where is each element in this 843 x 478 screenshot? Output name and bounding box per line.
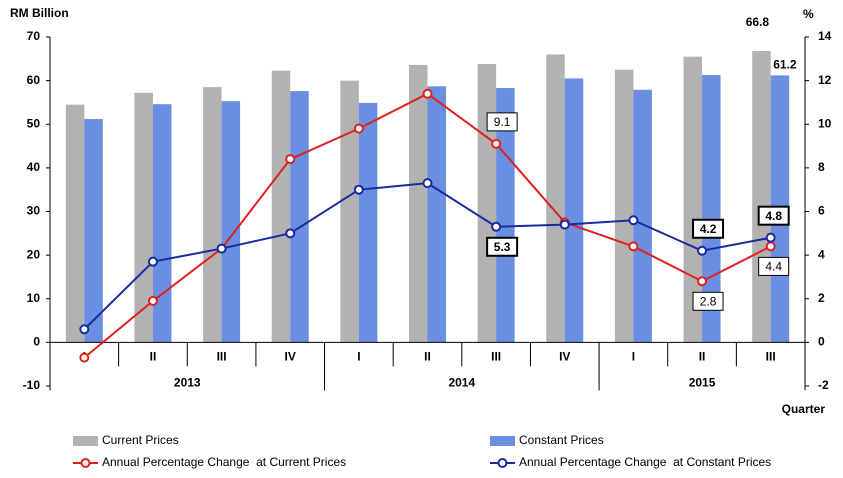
y2-tick-label: 2 <box>818 291 825 305</box>
y-tick-label: 20 <box>27 247 41 261</box>
line-marker <box>628 215 639 226</box>
bar <box>271 70 291 343</box>
bar <box>752 50 771 343</box>
y2-tick-label: 14 <box>818 29 832 43</box>
x-tick-label: I <box>632 350 635 364</box>
x-tick-label: II <box>424 350 431 364</box>
y2-tick-label: 12 <box>818 73 832 87</box>
bar-value-label: 66.8 <box>746 15 770 29</box>
line-marker <box>353 184 364 195</box>
y-tick-label: 50 <box>27 116 41 130</box>
line-value-label: 4.8 <box>765 209 782 223</box>
y-tick-label: 30 <box>27 204 41 218</box>
bar <box>496 88 515 343</box>
bar <box>290 91 309 343</box>
bar <box>152 104 172 343</box>
bar <box>427 86 446 343</box>
line-value-label: 5.3 <box>494 240 511 254</box>
line-marker <box>491 221 502 232</box>
line-marker <box>353 123 364 134</box>
y-tick-label: 10 <box>27 291 41 305</box>
y-tick-label: 70 <box>27 29 41 43</box>
line-value-label: 4.4 <box>765 260 782 274</box>
bar <box>702 74 721 343</box>
line-marker <box>697 245 708 256</box>
y-tick-label: 0 <box>33 335 40 349</box>
bar <box>65 104 85 343</box>
bar <box>683 56 703 343</box>
value-label-box <box>692 291 724 311</box>
bar <box>221 101 241 343</box>
line-marker <box>628 241 639 252</box>
y2-axis-title: % <box>803 7 814 21</box>
line-marker <box>559 219 570 230</box>
y2-tick-label: 6 <box>818 204 825 218</box>
line-value-label: 4.2 <box>700 222 717 236</box>
bar <box>358 102 378 343</box>
x-group-label: 2015 <box>689 376 716 390</box>
value-label-box <box>758 256 790 276</box>
bar <box>564 78 584 343</box>
legend-label: Constant Prices <box>519 433 604 447</box>
bar <box>84 119 103 343</box>
x-tick-label: III <box>491 350 501 364</box>
legend-marker <box>497 458 508 468</box>
legend-label: Current Prices <box>102 433 179 447</box>
x-group-label: 2014 <box>448 376 475 390</box>
bar <box>340 80 359 343</box>
line-marker <box>422 88 433 99</box>
line-marker <box>285 154 296 165</box>
bar <box>134 92 153 343</box>
y-tick-label: 40 <box>27 160 41 174</box>
line-value-label: 2.8 <box>700 294 717 308</box>
line-marker <box>697 276 708 287</box>
legend-swatch <box>73 436 98 446</box>
x-group-label: 2013 <box>174 376 201 390</box>
bar <box>546 54 565 343</box>
y2-tick-label: 4 <box>818 247 825 261</box>
y2-tick-label: 0 <box>818 335 825 349</box>
y-tick-label: 60 <box>27 73 41 87</box>
line-marker <box>147 256 158 267</box>
bar <box>477 64 497 343</box>
bar <box>633 89 652 343</box>
line-marker <box>765 232 776 243</box>
line-marker <box>79 324 90 335</box>
legend-label: Annual Percentage Change at Constant Pri… <box>519 455 771 469</box>
line-marker <box>216 243 227 254</box>
legend-label: Annual Percentage Change at Current Pric… <box>102 455 346 469</box>
x-tick-label: II <box>150 350 157 364</box>
x-tick-label: IV <box>285 350 296 364</box>
line-marker <box>765 241 776 252</box>
bar <box>409 64 428 343</box>
y2-tick-label: 10 <box>818 116 832 130</box>
bar <box>614 69 634 343</box>
x-axis-title: Quarter <box>782 402 826 416</box>
line-marker <box>147 295 158 306</box>
y-tick-label: -10 <box>23 378 41 392</box>
line-marker <box>422 178 433 189</box>
x-tick-label: I <box>357 350 360 364</box>
x-tick-label: III <box>766 350 776 364</box>
value-label-box <box>757 205 790 226</box>
legend-swatch <box>490 436 515 446</box>
line-marker <box>491 138 502 149</box>
bar <box>203 87 222 343</box>
y2-tick-label: -2 <box>818 378 829 392</box>
value-label-box <box>486 112 518 132</box>
x-tick-label: III <box>217 350 227 364</box>
y2-tick-label: 8 <box>818 160 825 174</box>
line-value-label: 9.1 <box>494 115 511 129</box>
bar-value-label: 61.2 <box>773 58 797 72</box>
line-marker <box>79 352 90 363</box>
y-axis-title: RM Billion <box>10 6 69 20</box>
x-tick-label: IV <box>559 350 570 364</box>
value-label-box <box>486 236 519 257</box>
value-label-box <box>692 218 725 239</box>
line-marker <box>285 228 296 239</box>
x-tick-label: II <box>699 350 706 364</box>
legend-marker <box>80 458 91 468</box>
